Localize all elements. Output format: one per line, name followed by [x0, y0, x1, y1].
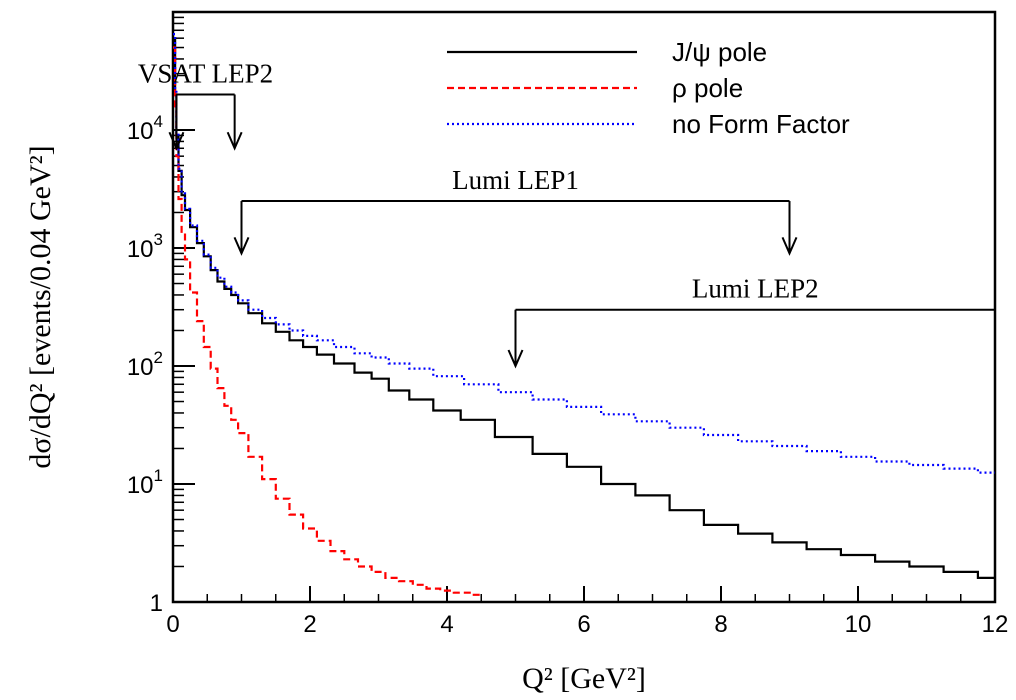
annotations: VSAT LEP2 Lumi LEP1 Lumi LEP2: [138, 58, 995, 369]
series-line: [173, 33, 995, 474]
x-tick-label: 0: [166, 611, 179, 638]
y-tick-label: 103: [127, 230, 163, 263]
y-tick-exponent: 1: [154, 466, 163, 485]
y-tick-base: 10: [127, 236, 154, 263]
x-tick-label: 6: [577, 611, 590, 638]
x-axis-title: Q² [GeV²]: [522, 662, 646, 695]
arrow-head: [233, 236, 250, 256]
plot-frame: [171, 10, 997, 604]
axis-labels: Q² [GeV²] dσ/dQ² [events/0.04 GeV²]: [24, 145, 646, 695]
y-tick-base: 10: [127, 118, 154, 145]
annotation-label: Lumi LEP1: [452, 165, 579, 195]
series-line: [173, 46, 482, 596]
y-tick-label: 104: [127, 112, 163, 145]
y-tick-base: 1: [150, 590, 163, 617]
series-layer: [173, 33, 995, 596]
legend-label: ρ pole: [672, 73, 743, 103]
arrow-head: [168, 131, 185, 151]
x-tick-label: 12: [982, 611, 1009, 638]
arrow-head: [781, 236, 798, 256]
x-tick-label: 8: [714, 611, 727, 638]
annotation-label: VSAT LEP2: [138, 58, 273, 88]
y-tick-base: 10: [127, 472, 154, 499]
annotation-bracket: Lumi LEP2: [507, 274, 995, 369]
x-tick-label: 2: [303, 611, 316, 638]
y-axis-title: dσ/dQ² [events/0.04 GeV²]: [24, 145, 57, 468]
legend: J/ψ pole ρ pole no Form Factor: [447, 37, 850, 139]
legend-label: no Form Factor: [672, 109, 850, 139]
annotation-bracket: VSAT LEP2: [138, 58, 273, 151]
y-tick-label: 101: [127, 466, 163, 499]
y-tick-exponent: 4: [154, 112, 163, 131]
arrow-head: [226, 131, 243, 151]
y-tick-label: 102: [127, 348, 163, 381]
legend-label: J/ψ pole: [672, 37, 767, 67]
annotation-label: Lumi LEP2: [692, 274, 819, 304]
arrow-head: [507, 349, 524, 369]
y-tick-label: 1: [150, 590, 163, 617]
annotation-bracket: Lumi LEP1: [233, 165, 798, 256]
y-tick-exponent: 3: [154, 230, 163, 249]
series-line: [173, 37, 995, 579]
y-tick-base: 10: [127, 354, 154, 381]
y-tick-exponent: 2: [154, 348, 163, 367]
x-tick-label: 10: [845, 611, 872, 638]
x-tick-label: 4: [440, 611, 453, 638]
